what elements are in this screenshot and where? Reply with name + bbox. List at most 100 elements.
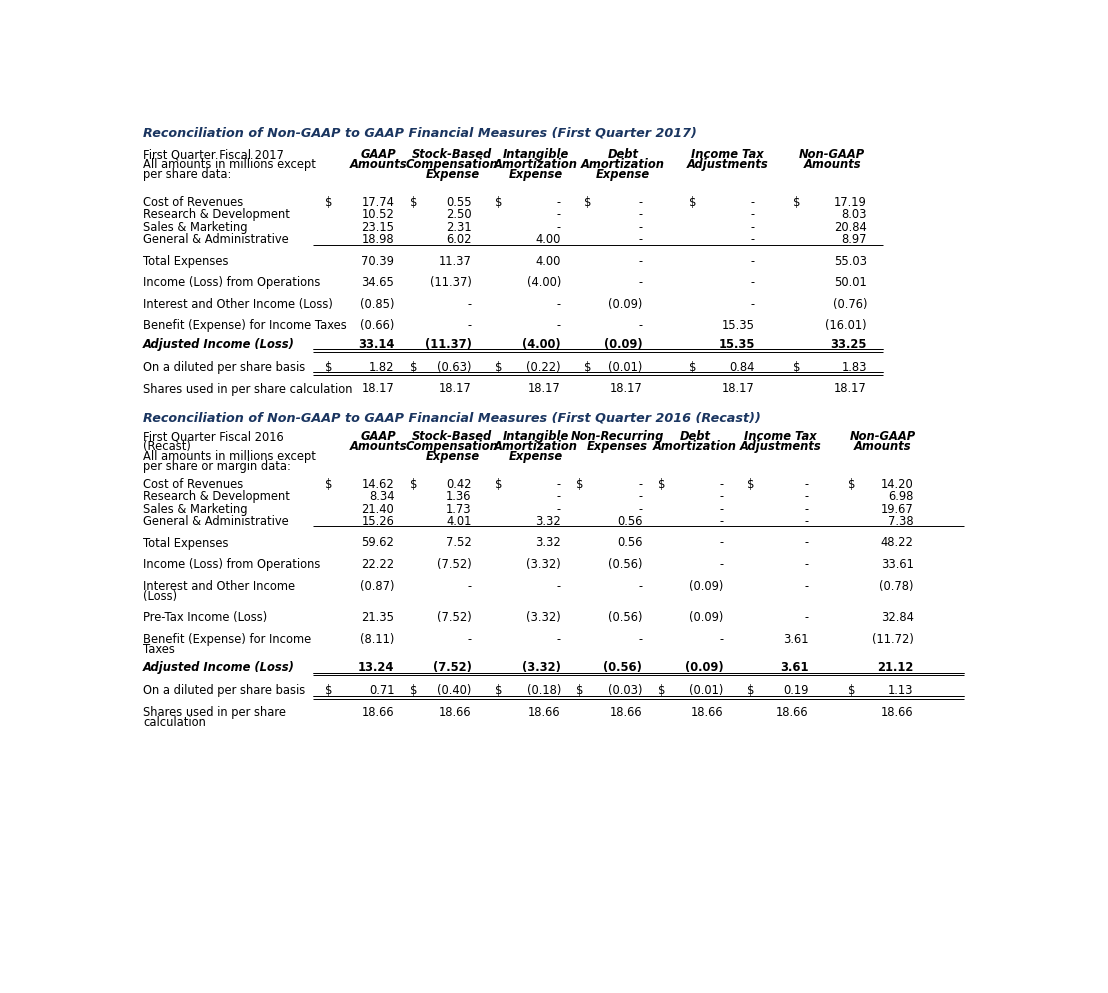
Text: Income (Loss) from Operations: Income (Loss) from Operations	[143, 276, 320, 289]
Text: (3.32): (3.32)	[526, 611, 561, 625]
Text: 18.17: 18.17	[834, 382, 866, 395]
Text: -: -	[556, 478, 561, 491]
Text: -: -	[804, 478, 809, 491]
Text: -: -	[638, 220, 643, 233]
Text: Amortization: Amortization	[653, 440, 737, 453]
Text: Expense: Expense	[596, 169, 650, 182]
Text: -: -	[719, 502, 724, 515]
Text: $: $	[495, 360, 502, 374]
Text: 18.66: 18.66	[691, 706, 724, 719]
Text: Adjusted Income (Loss): Adjusted Income (Loss)	[143, 661, 295, 674]
Text: 21.40: 21.40	[361, 502, 394, 515]
Text: 2.31: 2.31	[447, 220, 472, 233]
Text: -: -	[719, 478, 724, 491]
Text: On a diluted per share basis: On a diluted per share basis	[143, 684, 306, 697]
Text: -: -	[750, 276, 755, 289]
Text: 23.15: 23.15	[361, 220, 394, 233]
Text: -: -	[750, 298, 755, 311]
Text: $: $	[584, 360, 592, 374]
Text: 18.17: 18.17	[722, 382, 755, 395]
Text: -: -	[638, 320, 643, 333]
Text: Stock-Based: Stock-Based	[412, 430, 492, 443]
Text: 3.32: 3.32	[535, 536, 561, 549]
Text: 13.24: 13.24	[358, 661, 394, 674]
Text: Amortization: Amortization	[494, 440, 578, 453]
Text: -: -	[804, 536, 809, 549]
Text: per share data:: per share data:	[143, 169, 232, 182]
Text: Taxes: Taxes	[143, 642, 175, 655]
Text: All amounts in millions except: All amounts in millions except	[143, 159, 316, 172]
Text: (7.52): (7.52)	[437, 558, 472, 571]
Text: 18.17: 18.17	[439, 382, 472, 395]
Text: (3.32): (3.32)	[526, 558, 561, 571]
Text: 6.98: 6.98	[889, 491, 913, 503]
Text: 0.55: 0.55	[447, 197, 472, 210]
Text: -: -	[750, 254, 755, 268]
Text: (16.01): (16.01)	[825, 320, 866, 333]
Text: $: $	[848, 478, 855, 491]
Text: -: -	[750, 209, 755, 221]
Text: Income Tax: Income Tax	[743, 430, 817, 443]
Text: $: $	[325, 360, 332, 374]
Text: Debt: Debt	[607, 148, 638, 162]
Text: 15.35: 15.35	[718, 338, 755, 351]
Text: Expense: Expense	[425, 450, 480, 464]
Text: Shares used in per share calculation: Shares used in per share calculation	[143, 382, 352, 395]
Text: On a diluted per share basis: On a diluted per share basis	[143, 360, 306, 374]
Text: -: -	[719, 558, 724, 571]
Text: First Quarter Fiscal 2017: First Quarter Fiscal 2017	[143, 148, 284, 162]
Text: 33.25: 33.25	[831, 338, 866, 351]
Text: Stock-Based: Stock-Based	[412, 148, 492, 162]
Text: 18.66: 18.66	[609, 706, 643, 719]
Text: Pre-Tax Income (Loss): Pre-Tax Income (Loss)	[143, 611, 267, 625]
Text: Adjustments: Adjustments	[739, 440, 821, 453]
Text: 15.35: 15.35	[721, 320, 755, 333]
Text: -: -	[468, 580, 472, 593]
Text: -: -	[638, 197, 643, 210]
Text: Adjusted Income (Loss): Adjusted Income (Loss)	[143, 338, 295, 351]
Text: per share or margin data:: per share or margin data:	[143, 461, 291, 474]
Text: Intangible: Intangible	[503, 148, 570, 162]
Text: 6.02: 6.02	[447, 233, 472, 246]
Text: (0.09): (0.09)	[604, 338, 643, 351]
Text: 33.14: 33.14	[358, 338, 394, 351]
Text: -: -	[804, 580, 809, 593]
Text: 0.56: 0.56	[617, 536, 643, 549]
Text: Income (Loss) from Operations: Income (Loss) from Operations	[143, 558, 320, 571]
Text: 18.17: 18.17	[529, 382, 561, 395]
Text: 0.71: 0.71	[369, 684, 394, 697]
Text: Expenses: Expenses	[587, 440, 648, 453]
Text: Non-GAAP: Non-GAAP	[799, 148, 865, 162]
Text: Amounts: Amounts	[853, 440, 911, 453]
Text: $: $	[576, 478, 584, 491]
Text: 18.66: 18.66	[881, 706, 913, 719]
Text: (Loss): (Loss)	[143, 590, 177, 603]
Text: Adjustments: Adjustments	[687, 159, 768, 172]
Text: Expense: Expense	[509, 450, 563, 464]
Text: $: $	[584, 197, 592, 210]
Text: $: $	[793, 197, 801, 210]
Text: -: -	[638, 633, 643, 645]
Text: 21.12: 21.12	[878, 661, 913, 674]
Text: $: $	[410, 684, 417, 697]
Text: Interest and Other Income (Loss): Interest and Other Income (Loss)	[143, 298, 334, 311]
Text: Total Expenses: Total Expenses	[143, 536, 228, 549]
Text: 18.98: 18.98	[361, 233, 394, 246]
Text: 0.19: 0.19	[783, 684, 809, 697]
Text: (0.78): (0.78)	[879, 580, 913, 593]
Text: $: $	[793, 360, 801, 374]
Text: -: -	[638, 254, 643, 268]
Text: 17.19: 17.19	[834, 197, 866, 210]
Text: $: $	[495, 197, 502, 210]
Text: All amounts in millions except: All amounts in millions except	[143, 450, 316, 464]
Text: $: $	[325, 684, 332, 697]
Text: Debt: Debt	[679, 430, 710, 443]
Text: 14.62: 14.62	[361, 478, 394, 491]
Text: 3.61: 3.61	[780, 661, 809, 674]
Text: 11.37: 11.37	[439, 254, 472, 268]
Text: Expense: Expense	[509, 169, 563, 182]
Text: 0.56: 0.56	[617, 515, 643, 528]
Text: Non-GAAP: Non-GAAP	[850, 430, 915, 443]
Text: 8.97: 8.97	[841, 233, 866, 246]
Text: $: $	[658, 478, 665, 491]
